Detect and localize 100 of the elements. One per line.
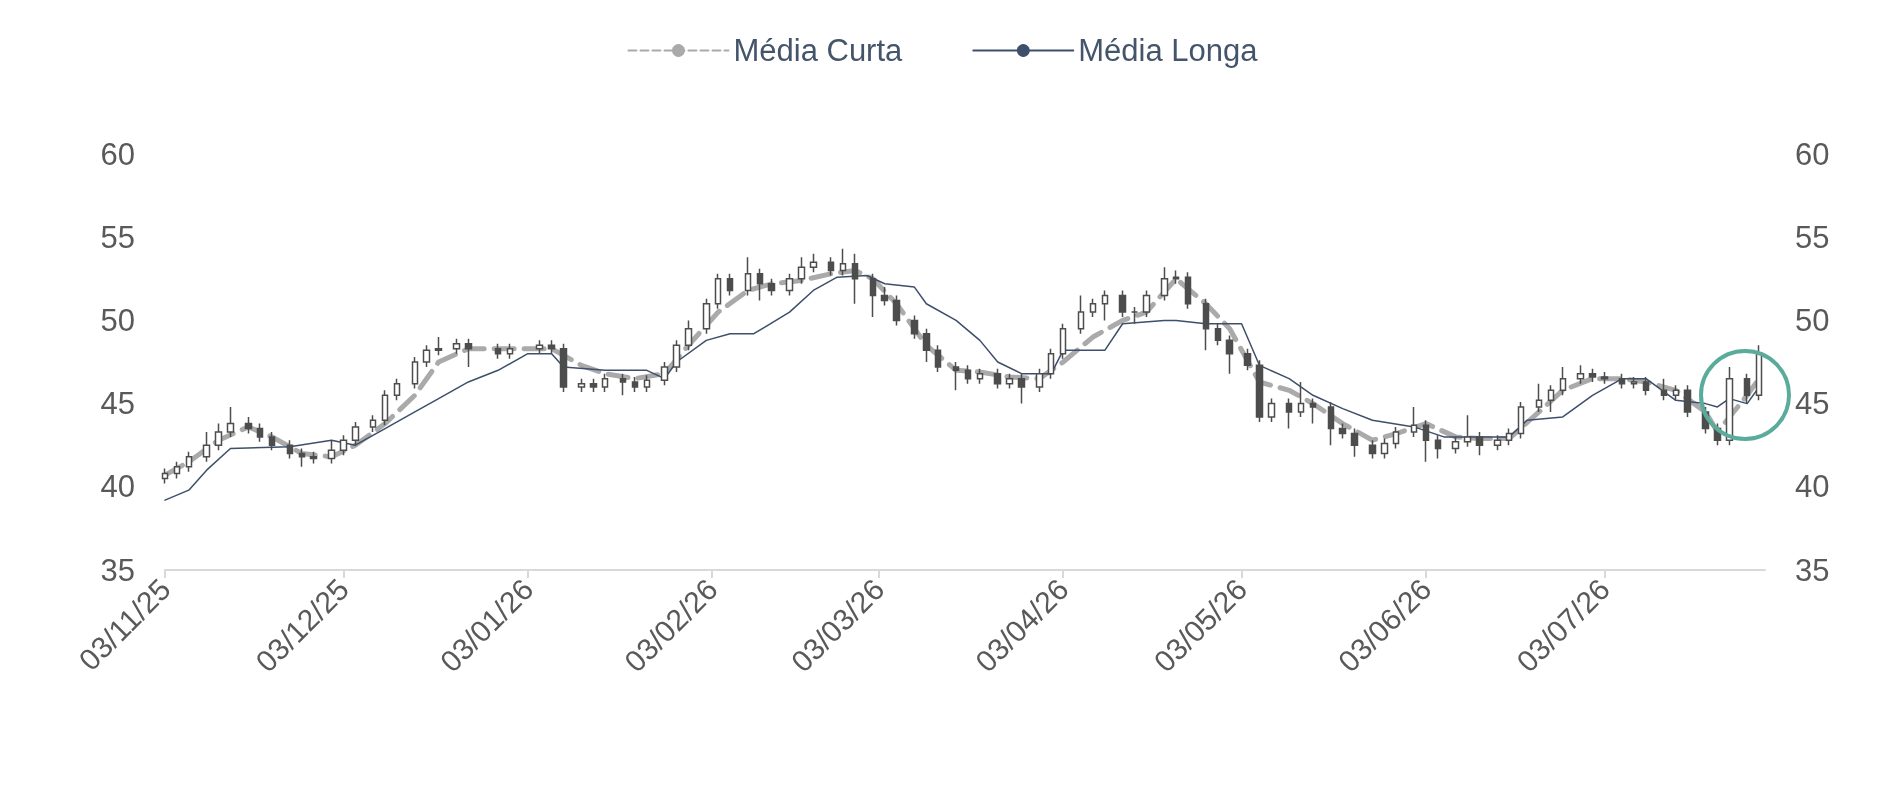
candlestick	[1559, 366, 1567, 397]
candlestick	[643, 374, 651, 393]
candlestick	[1327, 401, 1335, 446]
candlestick	[244, 416, 253, 435]
candlestick	[547, 339, 556, 355]
candlestick	[1535, 382, 1543, 413]
candlestick	[286, 439, 294, 460]
candlestick	[494, 342, 502, 360]
candlestick	[976, 367, 984, 385]
candlestick	[1035, 367, 1044, 393]
candlestick	[1338, 422, 1347, 440]
candlestick	[869, 273, 877, 318]
candlestick	[339, 434, 348, 456]
candlestick	[214, 422, 223, 451]
candlestick	[1309, 397, 1317, 425]
candlestick	[910, 314, 919, 340]
candlestick	[1089, 298, 1097, 318]
candlestick	[1463, 414, 1472, 448]
candlestick	[1493, 434, 1502, 451]
candlestick	[393, 377, 401, 402]
candlestick	[1475, 431, 1484, 456]
legend-label: Média Curta	[733, 33, 904, 68]
candlestick	[756, 268, 764, 302]
y-tick-label: 55	[100, 219, 135, 255]
candlestick	[1202, 298, 1210, 352]
candlestick	[1672, 384, 1680, 402]
candlestick	[535, 339, 544, 355]
candlestick	[684, 319, 693, 352]
candlestick	[161, 467, 169, 485]
candlestick	[559, 342, 568, 393]
candlestick	[1285, 397, 1293, 430]
candlestick	[411, 356, 419, 390]
candlestick	[1172, 269, 1180, 285]
candlestick	[1434, 434, 1442, 460]
candlestick	[714, 273, 722, 310]
candlestick	[1743, 372, 1751, 405]
candlestick	[1255, 359, 1264, 423]
candlestick	[1059, 322, 1067, 360]
candlestick	[1660, 377, 1668, 402]
candlestick	[1630, 376, 1638, 390]
candlestick	[952, 361, 960, 392]
candlestick	[880, 286, 889, 307]
candlestick	[1214, 322, 1222, 347]
candlestick	[934, 344, 942, 373]
candlestick	[268, 431, 276, 451]
candlestick	[1368, 439, 1377, 460]
candlestick	[1600, 371, 1609, 385]
candlestick	[1380, 437, 1389, 460]
y2-tick-label: 55	[1795, 219, 1830, 255]
candlestick	[993, 367, 1002, 390]
candlestick	[631, 376, 639, 393]
candlestick	[226, 406, 235, 438]
candlestick	[202, 431, 211, 463]
candlestick	[1225, 334, 1234, 375]
candlestick	[1267, 397, 1276, 423]
candlestick	[797, 256, 806, 285]
candlestick	[1160, 266, 1169, 302]
candlestick	[809, 253, 818, 273]
candlestick	[434, 336, 443, 357]
candlestick	[1576, 364, 1585, 385]
candlestick	[1350, 427, 1359, 458]
y2-tick-label: 35	[1795, 552, 1830, 588]
candlestick	[839, 248, 847, 277]
candlestick	[1392, 426, 1400, 450]
candlestick	[1243, 347, 1252, 372]
candlestick	[892, 294, 901, 327]
candlestick	[1017, 372, 1026, 405]
candlestick	[1683, 384, 1692, 418]
candlestick	[464, 337, 473, 368]
candlestick	[589, 377, 598, 393]
candlestick	[422, 344, 431, 368]
legend-label: Média Longa	[1078, 33, 1259, 68]
candlestick	[1410, 406, 1418, 438]
candlestick	[964, 364, 972, 385]
candlestick	[744, 256, 752, 297]
y2-tick-label: 40	[1795, 469, 1830, 505]
candlestick	[1142, 289, 1151, 318]
candlestick	[1547, 384, 1555, 413]
candlestick	[1077, 294, 1085, 335]
candlestick	[619, 372, 627, 397]
candlestick	[1297, 381, 1305, 418]
candlestick	[1451, 436, 1460, 455]
candlestick	[1118, 289, 1127, 318]
candlestick	[1618, 372, 1626, 390]
candlestick	[577, 377, 586, 393]
candlestick	[298, 447, 306, 468]
candlestick	[767, 278, 776, 297]
candlestick	[785, 273, 794, 297]
candlestick	[506, 342, 514, 360]
candlestick	[601, 372, 609, 393]
candlestick	[185, 451, 193, 473]
y-tick-label: 40	[100, 469, 135, 505]
candlestick	[660, 361, 669, 387]
candlestick	[851, 253, 859, 305]
y2-tick-label: 50	[1795, 302, 1830, 338]
candlestick	[381, 389, 389, 426]
candlestick	[922, 327, 931, 363]
candlestick	[1130, 306, 1139, 325]
candlestick	[1422, 419, 1430, 463]
candlestick	[1505, 427, 1513, 446]
